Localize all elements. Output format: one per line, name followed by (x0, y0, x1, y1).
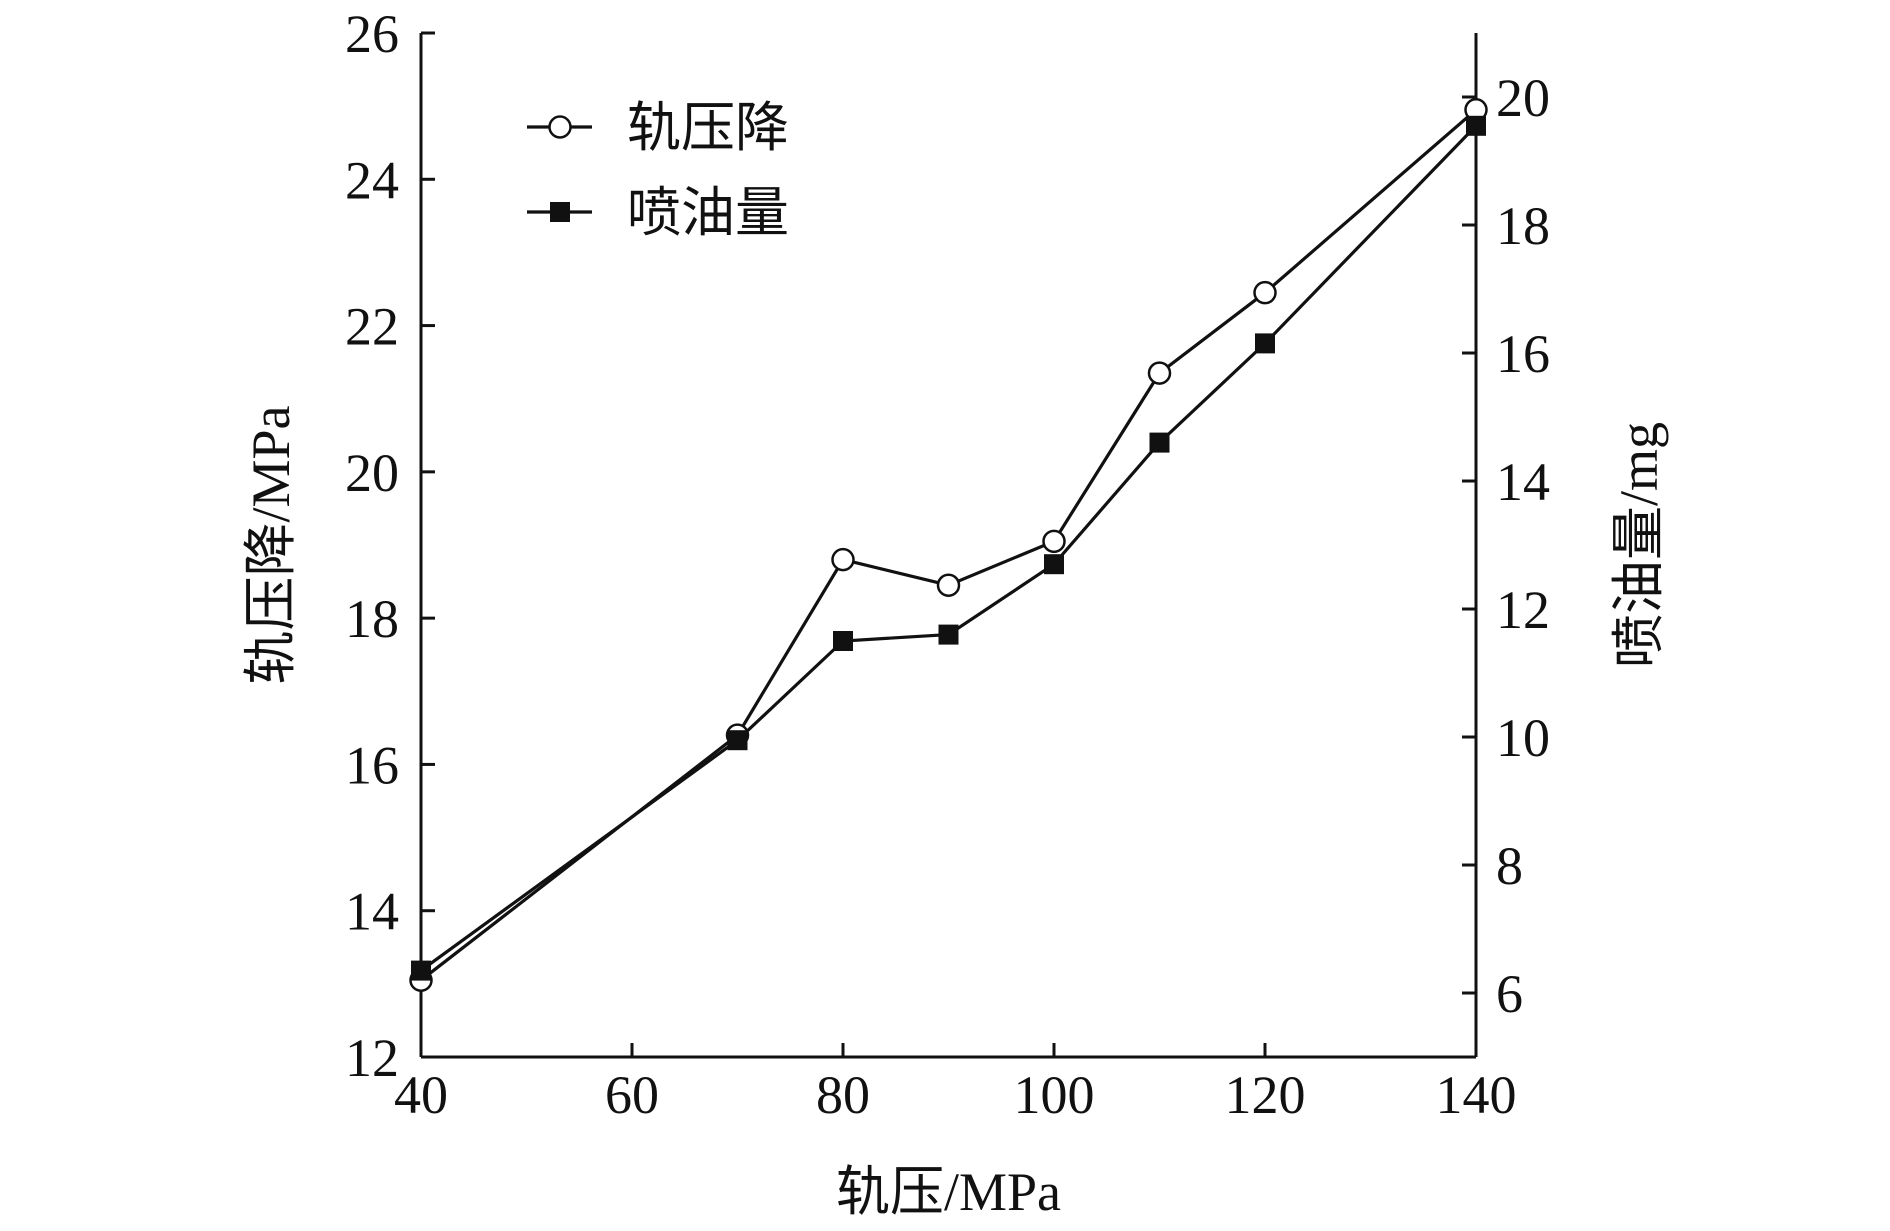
y-right-tick-label: 16 (1496, 324, 1550, 384)
series-line-2 (420, 124, 1478, 972)
y-left-tick-label: 18 (345, 589, 399, 649)
x-tick-label: 140 (1436, 1065, 1517, 1125)
x-tick-label: 120 (1225, 1065, 1306, 1125)
y-left-tick-label: 22 (345, 297, 399, 357)
series-line-1 (420, 108, 1478, 982)
data-point-open-circle (936, 573, 961, 597)
y-right-tick-label: 20 (1496, 68, 1550, 128)
x-tick-label: 60 (605, 1065, 659, 1125)
data-point-filled-square (938, 624, 959, 645)
data-point-open-circle (831, 547, 855, 572)
x-tick-label: 80 (816, 1065, 870, 1125)
data-point-open-circle (1253, 280, 1277, 305)
data-point-filled-square (833, 631, 853, 651)
data-point-filled-square (1149, 432, 1170, 453)
legend-label: 喷油量 (627, 183, 789, 243)
series-layer (409, 98, 1488, 992)
legend-marker-filled-square (550, 202, 570, 222)
data-point-filled-square (411, 960, 431, 981)
y-left-ticks: 12 14 16 18 20 22 24 26 (345, 4, 435, 1088)
y-right-tick-label: 18 (1496, 196, 1550, 256)
y-right-axis-title: 喷油量/mg (1609, 422, 1669, 668)
y-right-tick-label: 8 (1496, 836, 1523, 896)
y-left-axis-title: 轨压降/MPa (241, 405, 301, 684)
x-tick-label: 100 (1014, 1065, 1095, 1125)
data-point-open-circle (1042, 529, 1066, 554)
y-left-tick-label: 20 (345, 443, 399, 503)
x-ticks: 40 60 80 100 120 140 (394, 1043, 1517, 1125)
data-point-filled-square (1255, 333, 1275, 354)
data-point-open-circle (1147, 361, 1172, 385)
legend-marker-open-circle (548, 115, 572, 139)
y-right-tick-label: 10 (1496, 708, 1550, 768)
x-axis-title: 轨压/MPa (836, 1162, 1061, 1222)
y-right-tick-label: 12 (1496, 580, 1550, 640)
axes (419, 33, 1478, 1059)
y-right-tick-label: 6 (1496, 964, 1523, 1024)
x-tick-label: 40 (394, 1065, 448, 1125)
data-point-filled-square (727, 730, 748, 751)
y-left-tick-label: 26 (345, 4, 399, 64)
y-left-tick-label: 16 (345, 735, 399, 795)
data-point-filled-square (1044, 554, 1064, 575)
y-left-tick-label: 12 (345, 1028, 399, 1088)
data-point-filled-square (1466, 115, 1486, 136)
y-left-tick-label: 24 (345, 150, 399, 210)
legend-label: 轨压降 (627, 98, 789, 158)
y-left-tick-label: 14 (345, 882, 399, 942)
y-right-ticks: 6 8 10 12 14 16 18 20 (1462, 68, 1550, 1024)
y-right-tick-label: 14 (1496, 452, 1550, 512)
